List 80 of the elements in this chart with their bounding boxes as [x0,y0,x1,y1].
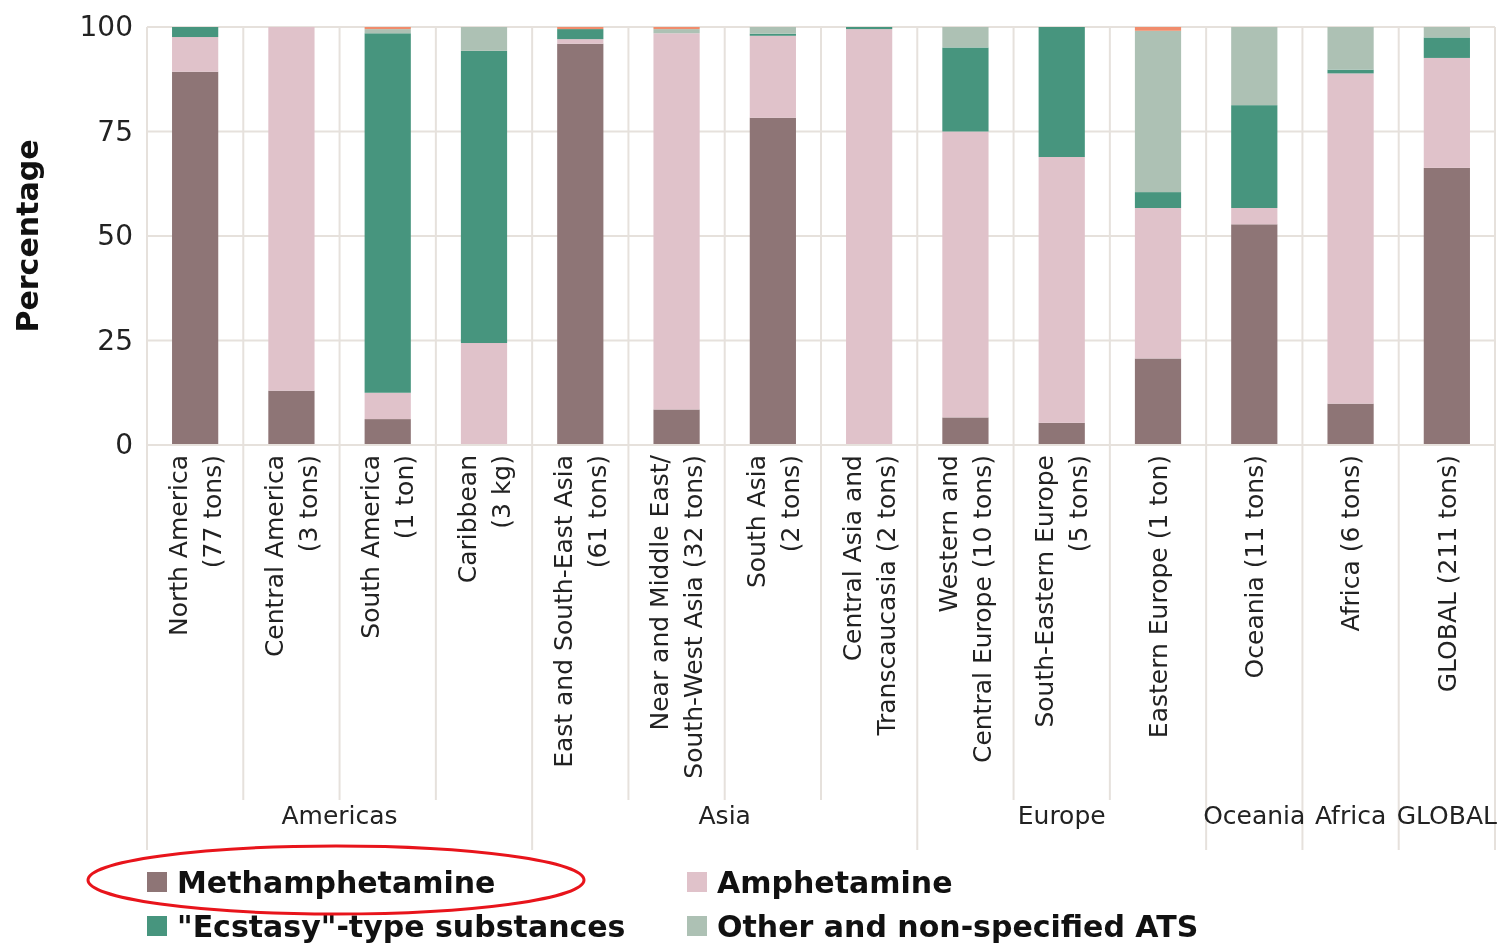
x-tick-label: Central Asia and Transcaucasia (2 tons) [837,455,901,737]
text: Asia [698,801,751,830]
bar [268,27,315,391]
bar [1423,57,1470,168]
bar [557,29,604,40]
y-tick-label: 75 [97,114,133,148]
bar [1327,27,1374,70]
bar [1327,403,1374,445]
y-tick-label: 0 [115,428,133,462]
bar [749,27,796,34]
bar [1134,207,1182,359]
legend-label: Methamphetamine [177,864,496,900]
x-tick-label: South America (1 ton) [356,455,420,639]
bar [1038,157,1085,423]
text: Americas [281,801,398,830]
bar [557,39,604,44]
bar [1038,422,1085,445]
x-tick-label: Caribbean (3 kg) [452,455,516,584]
x-tick-label: Central America (3 tons) [260,455,324,658]
bar [460,50,508,344]
bar [942,27,989,48]
bar [1134,358,1182,445]
bar [942,131,989,418]
bar [172,71,219,445]
x-tick-label: Near and Middle East/ South-West Asia (32 tons) [645,454,709,779]
bar [557,27,604,30]
bar [1231,27,1278,106]
y-axis-title: Percentage [10,139,45,333]
bar [1231,224,1278,445]
bar [1327,73,1374,404]
bar [942,417,989,445]
bar [749,33,796,36]
bar [364,33,411,393]
y-tick-label: 100 [79,10,133,44]
x-tick-label: GLOBAL (211 tons) [1432,455,1462,693]
bar [364,419,411,445]
bar [749,35,796,118]
bar [653,33,700,410]
bar [1423,167,1470,445]
text: Europe [1017,801,1106,830]
bar [846,29,893,445]
bar [557,43,604,445]
bar [1423,27,1470,38]
x-tick-label: South Asia (2 tons) [741,455,805,588]
bar [1423,37,1470,58]
bar [364,27,411,30]
bar [1231,105,1278,208]
text: Africa [1314,801,1387,830]
x-tick-label: Eastern Europe (1 ton) [1143,455,1173,739]
bar [1038,27,1085,157]
bar [653,29,700,34]
text: Oceania [1203,801,1306,830]
x-tick-label: Africa (6 tons) [1336,455,1366,632]
bar [653,27,700,30]
bar [942,47,989,132]
bar [172,27,219,38]
x-tick-label: North America (77 tons) [163,455,227,636]
x-tick-label: East and South-East Asia (61 tons) [549,455,613,768]
bar [460,27,508,51]
legend-label: "Ecstasy"-type substances [177,908,626,944]
bar [268,390,315,445]
bar [364,29,411,34]
bar [653,409,700,445]
x-tick-label: Oceania (11 tons) [1240,455,1270,679]
y-tick-label: 25 [97,323,133,357]
bar [749,117,796,445]
legend-label: Other and non-specified ATS [717,908,1199,944]
bar [172,37,219,72]
bar [1134,27,1182,31]
bar [1134,192,1182,208]
text: GLOBAL [1396,801,1498,830]
bar [846,27,893,30]
bar [460,343,508,445]
bar [1134,30,1182,193]
legend-label: Amphetamine [717,864,953,900]
bar [1231,207,1278,225]
bar [364,392,411,420]
x-tick-label: Western and Central Europe (10 tons) [934,455,998,764]
x-tick-label: South-Eastern Europe (5 tons) [1030,455,1094,728]
y-tick-label: 50 [97,219,133,253]
